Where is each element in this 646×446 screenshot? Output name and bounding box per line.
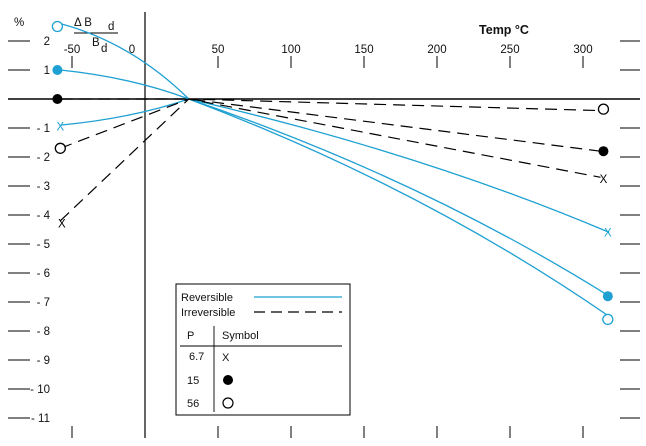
series-layer <box>59 22 610 318</box>
x-tick-label: 250 <box>500 44 519 56</box>
y-tick-label: - 4 <box>37 210 51 222</box>
marker-x-black: X <box>58 219 66 231</box>
marker-filled-blue <box>52 65 63 75</box>
legend-label-irreversible: Irreversible <box>181 307 235 319</box>
formula-denominator: B <box>92 37 100 49</box>
y-tick-label: - 2 <box>37 152 50 164</box>
formula-denominator-sub: d <box>101 43 107 55</box>
right-tick-group <box>620 40 640 419</box>
legend-header-symbol: Symbol <box>222 330 259 342</box>
left-tick-group <box>8 40 30 419</box>
x-tick-label: 300 <box>573 44 592 56</box>
legend: Reversible Irreversible P Symbol 6.7 X 1… <box>175 283 351 416</box>
legend-header-p: P <box>187 330 194 342</box>
y-tick-label-group: 2 1 - 1 - 2 - 3 - 4 - 5 - 6 - 7 - 8 - 9 - 10 - 11 <box>30 36 50 425</box>
x-tick-label: 200 <box>427 44 446 56</box>
y-tick-label: - 6 <box>37 268 50 280</box>
legend-filled-circle-symbol <box>223 375 233 385</box>
y-tick-label: - 7 <box>37 297 50 309</box>
top-tick-group <box>71 56 584 68</box>
y-tick-label: - 1 <box>37 123 50 135</box>
x-tick-label: 100 <box>281 44 300 56</box>
marker-filled-blue <box>602 291 613 302</box>
legend-p-6-7: 6.7 <box>189 351 204 363</box>
x-tick-label: 150 <box>354 44 373 56</box>
y-tick-label: - 5 <box>37 239 50 251</box>
x-tick-label: 0 <box>129 44 135 56</box>
y-formula: Δ B d B d <box>74 17 118 55</box>
x-axis-title: Temp °C <box>479 23 529 37</box>
marker-open-blue <box>51 20 64 33</box>
bottom-tick-group <box>71 426 584 438</box>
marker-layer: X X X X <box>51 20 614 326</box>
reversible-curve-p-15 <box>60 69 610 297</box>
legend-x-symbol: X <box>222 352 230 364</box>
x-tick-label: -50 <box>64 44 81 56</box>
legend-box <box>175 283 351 416</box>
y-tick-label: - 8 <box>37 326 50 338</box>
marker-x-blue: X <box>56 122 64 134</box>
x-tick-label: 50 <box>212 44 225 56</box>
x-tick-label-group: -50 0 50 100 150 200 250 300 <box>64 44 593 56</box>
marker-filled-black <box>598 146 609 157</box>
formula-numerator-sub: d <box>108 21 114 33</box>
marker-x-black: X <box>600 174 608 186</box>
formula-numerator: Δ B <box>74 17 92 29</box>
irreversible-curve-p-15 <box>60 98 601 152</box>
marker-open-blue <box>602 313 614 326</box>
legend-label-reversible: Reversible <box>181 292 233 304</box>
reversible-curve-p-6-7 <box>60 98 610 233</box>
irreversible-curve-p-6-7 <box>59 98 601 222</box>
marker-open-black <box>54 142 66 154</box>
y-tick-label: - 10 <box>30 384 50 396</box>
y-tick-label: 1 <box>44 65 50 77</box>
y-tick-label: - 11 <box>31 413 50 425</box>
y-unit-label: % <box>14 17 24 29</box>
marker-x-blue: X <box>604 227 612 239</box>
marker-filled-black <box>52 94 63 104</box>
legend-p-56: 56 <box>187 398 199 410</box>
marker-open-black <box>597 103 610 115</box>
legend-p-15: 15 <box>187 375 199 387</box>
reversible-curve-p-56 <box>60 22 610 318</box>
y-tick-label: - 9 <box>37 355 50 367</box>
y-tick-label: 2 <box>44 36 50 48</box>
legend-open-circle-symbol <box>222 397 234 409</box>
y-tick-label: - 3 <box>37 181 50 193</box>
